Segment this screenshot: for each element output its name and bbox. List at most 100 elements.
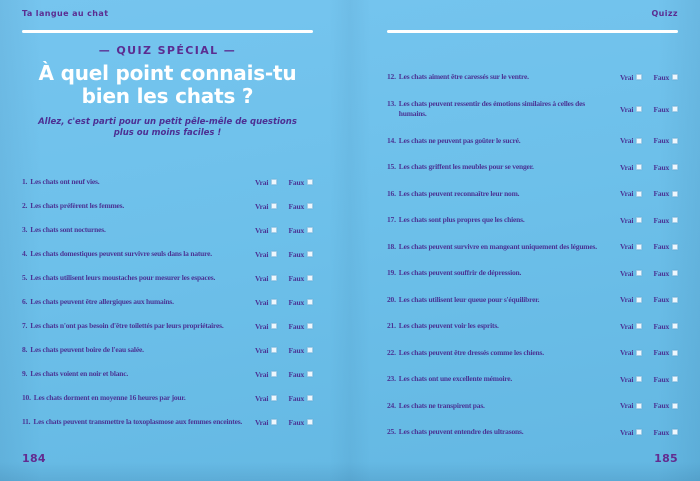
checkbox-vrai[interactable]: [636, 402, 643, 409]
answer-faux-label: Faux: [653, 374, 670, 384]
checkbox-vrai[interactable]: [271, 251, 278, 258]
checkbox-faux[interactable]: [307, 227, 313, 234]
checkbox-faux[interactable]: [672, 296, 678, 303]
checkbox-vrai[interactable]: [636, 137, 643, 144]
answer-vrai-label: Vrai: [620, 104, 634, 114]
checkbox-vrai[interactable]: [636, 323, 643, 330]
answer-faux-label: Faux: [653, 72, 670, 82]
checkbox-vrai[interactable]: [636, 243, 643, 250]
question-main: 10. Les chats dorment en moyenne 16 heur…: [22, 393, 255, 404]
checkbox-faux[interactable]: [672, 270, 678, 277]
question-text: Les chats peuvent survivre en mangeant u…: [398, 241, 597, 251]
question-text: Les chats sont plus propres que les chie…: [398, 215, 525, 224]
answer-option-faux: Faux: [289, 322, 313, 331]
answer-option-vrai: Vrai: [620, 295, 643, 304]
answer-faux-label: Faux: [653, 321, 670, 331]
checkbox-faux[interactable]: [672, 74, 678, 81]
answer-vrai-label: Vrai: [255, 297, 269, 307]
checkbox-faux[interactable]: [672, 106, 678, 112]
question-text: Les chats peuvent être allergiques aux h…: [30, 297, 174, 306]
answer-vrai-label: Vrai: [255, 369, 269, 379]
question-row: 4. Les chats domestiques peuvent survivr…: [22, 249, 313, 260]
question-row: 18. Les chats peuvent survivre en mangea…: [387, 242, 678, 253]
checkbox-faux[interactable]: [307, 419, 313, 426]
answer-vrai-label: Vrai: [620, 268, 634, 278]
answer-faux-label: Faux: [653, 215, 670, 225]
checkbox-vrai[interactable]: [271, 203, 278, 210]
question-row: 11. Les chats peuvent transmettre la tox…: [22, 417, 313, 428]
checkbox-vrai[interactable]: [636, 217, 643, 224]
checkbox-faux[interactable]: [307, 275, 313, 282]
checkbox-faux[interactable]: [307, 179, 313, 186]
page-number-left: 184: [22, 452, 46, 465]
checkbox-vrai[interactable]: [636, 74, 643, 81]
checkbox-vrai[interactable]: [271, 275, 278, 282]
checkbox-vrai[interactable]: [636, 376, 643, 383]
checkbox-faux[interactable]: [307, 347, 313, 354]
checkbox-vrai[interactable]: [636, 349, 643, 356]
answer-faux-label: Faux: [288, 417, 305, 427]
answer-option-vrai: Vrai: [255, 369, 278, 379]
checkbox-vrai[interactable]: [636, 270, 643, 277]
answer-faux-label: Faux: [288, 369, 305, 379]
checkbox-vrai[interactable]: [636, 429, 643, 436]
checkbox-faux[interactable]: [672, 429, 678, 436]
checkbox-vrai[interactable]: [636, 164, 643, 171]
question-row: 7. Les chats n'ont pas besoin d'être toi…: [22, 321, 313, 332]
question-number: 5.: [22, 273, 28, 282]
answer-option-vrai: Vrai: [620, 189, 643, 199]
checkbox-vrai[interactable]: [636, 296, 643, 303]
answer-faux-label: Faux: [288, 225, 305, 235]
checkbox-vrai[interactable]: [271, 179, 278, 186]
question-number: 16.: [387, 188, 396, 198]
checkbox-vrai[interactable]: [271, 227, 278, 234]
checkbox-faux[interactable]: [672, 164, 678, 171]
checkbox-faux[interactable]: [307, 251, 313, 258]
checkbox-faux[interactable]: [307, 299, 313, 306]
checkbox-vrai[interactable]: [271, 395, 278, 402]
checkbox-faux[interactable]: [672, 243, 678, 250]
answer-option-vrai: Vrai: [620, 242, 643, 251]
question-text: Les chats peuvent souffrir de dépression…: [398, 268, 522, 277]
checkbox-vrai[interactable]: [271, 371, 278, 378]
answer-option-faux: Faux: [289, 202, 313, 211]
answer-faux-label: Faux: [288, 321, 305, 331]
answer-vrai-label: Vrai: [620, 189, 634, 199]
checkbox-faux[interactable]: [672, 137, 678, 144]
checkbox-faux[interactable]: [672, 376, 678, 383]
checkbox-vrai[interactable]: [636, 106, 643, 112]
checkbox-faux[interactable]: [672, 217, 678, 224]
answer-vrai-label: Vrai: [255, 417, 269, 427]
checkbox-faux[interactable]: [672, 402, 678, 409]
answer-option-faux: Faux: [654, 216, 678, 225]
checkbox-faux[interactable]: [672, 349, 678, 356]
answer-faux-label: Faux: [653, 104, 670, 114]
checkbox-faux[interactable]: [307, 323, 313, 330]
checkbox-faux[interactable]: [307, 371, 313, 378]
checkbox-vrai[interactable]: [271, 419, 278, 426]
question-main: 22. Les chats peuvent être dressés comme…: [387, 348, 620, 359]
page-number-right: 185: [654, 452, 678, 465]
answer-option-vrai: Vrai: [620, 162, 643, 172]
left-page: — QUIZ SPÉCIAL — À quel point connais-tu…: [22, 44, 313, 441]
question-number: 23.: [387, 374, 396, 383]
checkbox-faux[interactable]: [672, 190, 678, 197]
question-number: 12.: [387, 72, 396, 81]
checkbox-faux[interactable]: [307, 395, 313, 402]
checkbox-vrai[interactable]: [271, 347, 278, 354]
answer-faux-label: Faux: [653, 295, 670, 305]
answer-options: Vrai Faux: [255, 370, 313, 379]
question-row: 17. Les chats sont plus propres que les …: [387, 215, 678, 226]
quiz-kicker: — QUIZ SPÉCIAL —: [98, 44, 237, 57]
checkbox-vrai[interactable]: [636, 190, 643, 197]
checkbox-faux[interactable]: [672, 323, 678, 330]
checkbox-faux[interactable]: [307, 203, 313, 210]
question-main: 16. Les chats peuvent reconnaître leur n…: [387, 189, 620, 200]
checkbox-vrai[interactable]: [271, 299, 278, 306]
checkbox-vrai[interactable]: [271, 323, 278, 330]
answer-vrai-label: Vrai: [620, 162, 634, 172]
answer-option-vrai: Vrai: [255, 394, 278, 403]
answer-faux-label: Faux: [288, 177, 305, 187]
answer-options: Vrai Faux: [255, 298, 313, 307]
answer-option-faux: Faux: [289, 226, 313, 235]
